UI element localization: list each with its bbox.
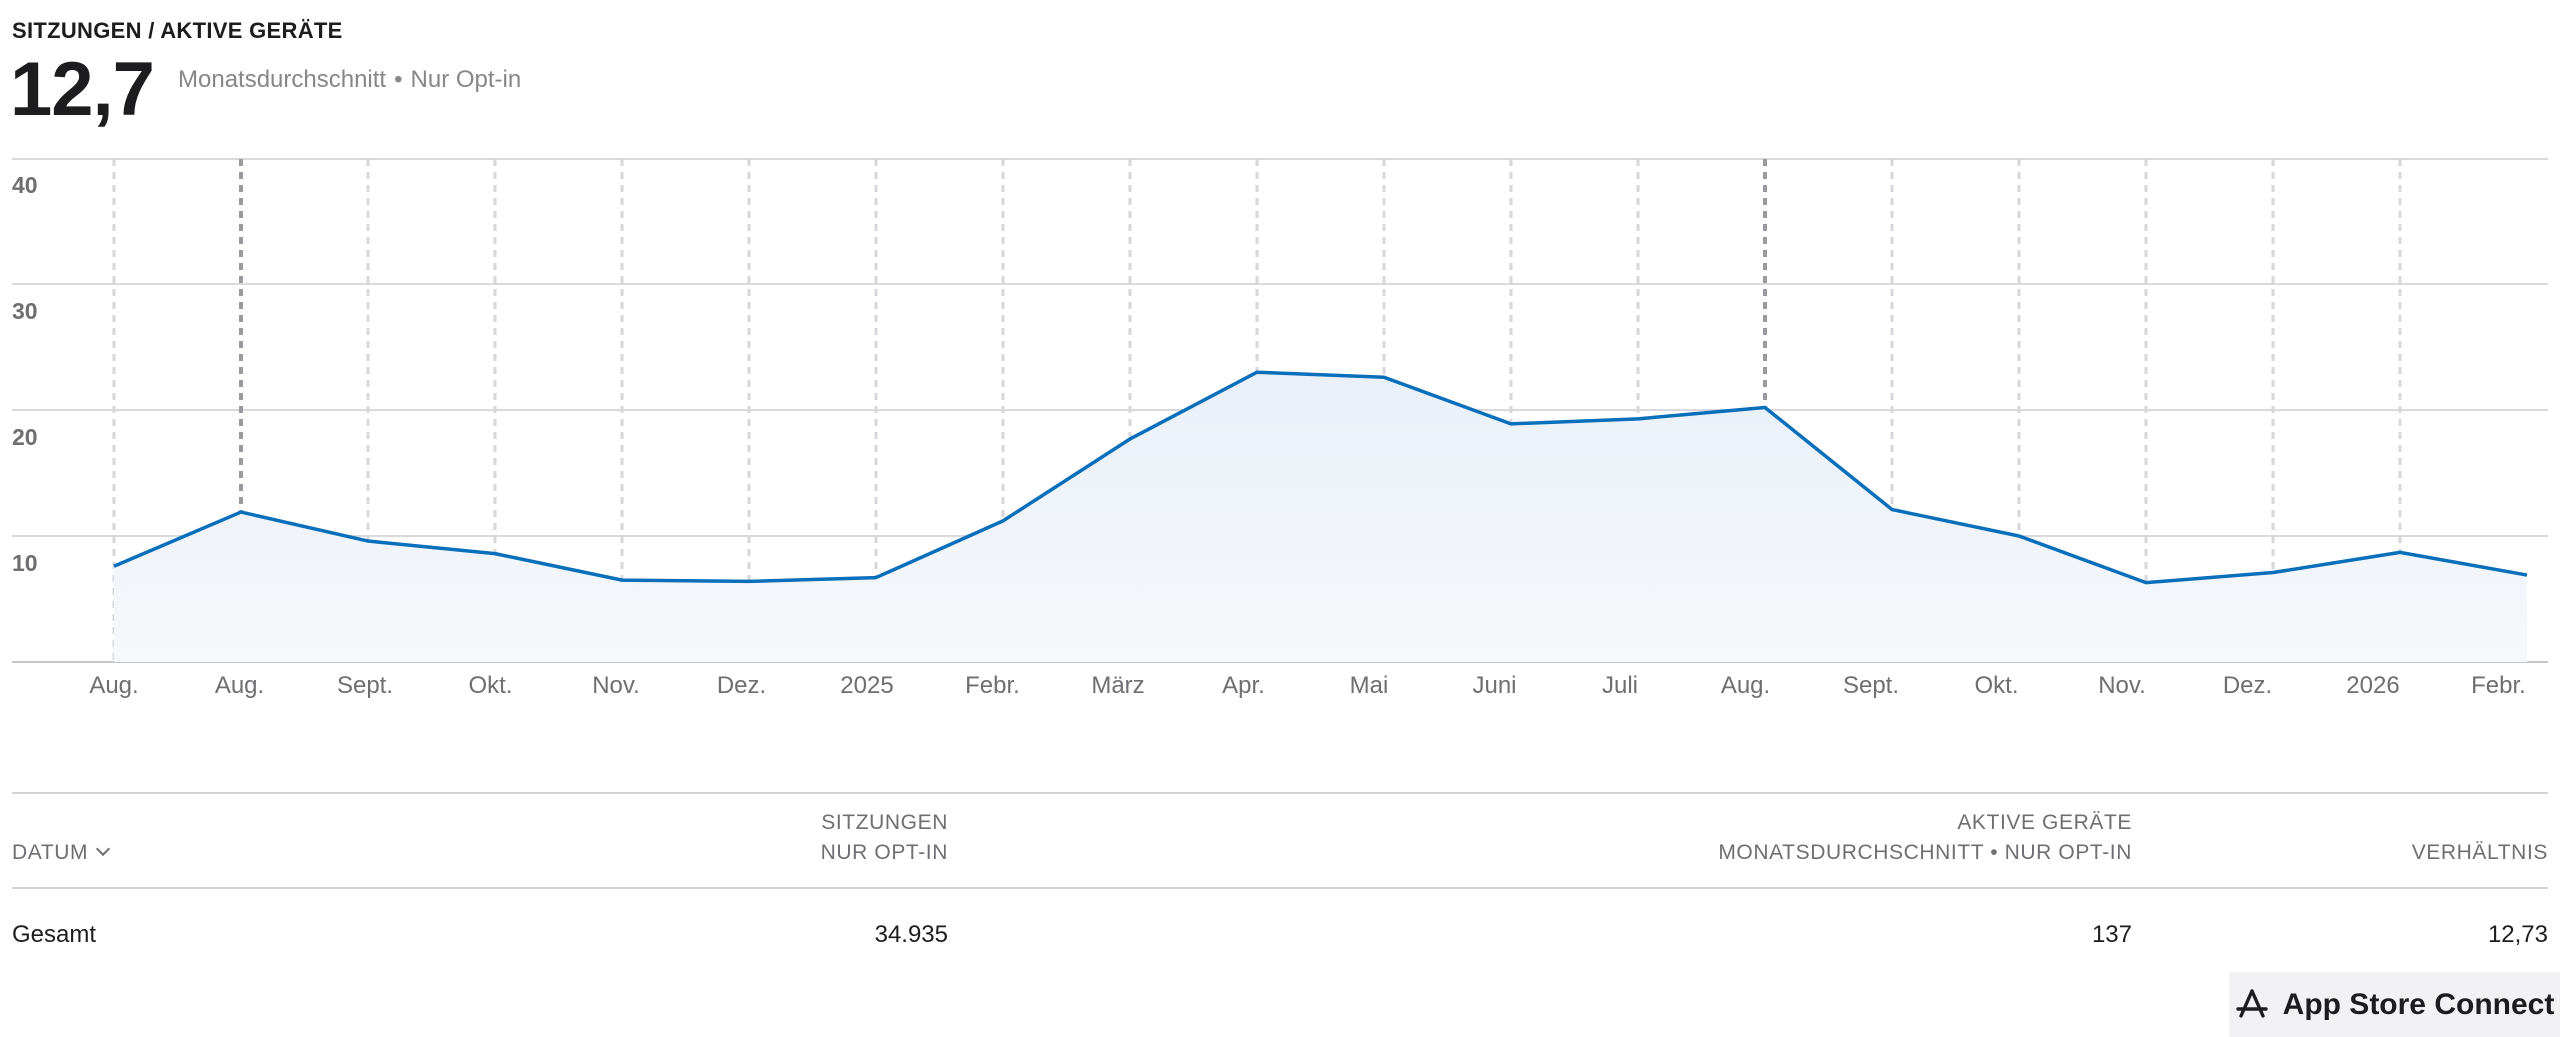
column-header-sessions[interactable]: SITZUNGEN NUR OPT-IN [600,808,948,868]
column-header-date-label: DATUM [12,841,89,864]
y-tick-label: 20 [12,424,38,450]
subtitle-opt-in: Nur Opt-in [410,66,522,93]
x-tick-label: Nov. [2098,672,2146,699]
x-tick-label: Okt. [1974,672,2018,699]
y-axis-ticks: 10 20 30 40 [12,172,38,576]
x-tick-label: 2026 [2346,672,2399,699]
x-tick-label: Nov. [592,672,640,699]
table-top-divider [12,792,2548,794]
line-chart: 10 20 30 40 Aug. Aug. Sept. Okt. Nov. Dez. 2025 Fe… [12,158,2548,699]
y-tick-label: 10 [12,550,38,576]
app-store-connect-badge[interactable]: App Store Connect [2229,972,2560,1037]
x-tick-label: Aug. [215,672,264,699]
x-tick-label: Juli [1602,672,1638,699]
y-tick-label: 30 [12,298,38,324]
series-line [113,370,2528,585]
column-header-sessions-line2: NUR OPT-IN [820,841,948,864]
app-store-icon [2235,988,2268,1018]
metric-label: SITZUNGEN / AKTIVE GERÄTE [12,18,343,43]
column-header-devices-line1: AKTIVE GERÄTE [1957,811,2132,834]
table-header-divider [12,887,2548,889]
metric-value: 12,7 [10,47,155,132]
x-tick-label: Febr. [965,672,1020,699]
x-tick-label: Aug. [89,672,138,699]
chevron-down-icon [96,841,111,857]
row-sessions: 34.935 [874,921,948,948]
x-tick-label: Dez. [717,672,766,699]
row-ratio: 12,73 [2487,921,2548,948]
x-tick-label: März [1091,672,1144,699]
x-tick-label: Sept. [337,672,393,699]
column-header-date[interactable]: DATUM [12,838,111,868]
column-header-ratio[interactable]: VERHÄLTNIS [2250,838,2548,868]
badge-label: App Store Connect [2282,987,2555,1021]
row-label: Gesamt [12,921,97,948]
x-tick-label: Dez. [2223,672,2272,699]
x-tick-label: Okt. [468,672,512,699]
x-tick-label: Sept. [1843,672,1899,699]
metric-subtitle: Monatsdurchschnitt • Nur Opt-in [178,66,521,94]
row-devices: 137 [2091,921,2132,948]
x-tick-label: Juni [1472,672,1516,699]
column-header-devices-line2: MONATSDURCHSCHNITT • NUR OPT-IN [1718,841,2132,864]
subtitle-average: Monatsdurchschnitt [178,66,387,93]
series-area [114,372,2527,662]
x-tick-label: Aug. [1721,672,1770,699]
x-tick-label: Febr. [2471,672,2526,699]
column-header-devices[interactable]: AKTIVE GERÄTE MONATSDURCHSCHNITT • NUR O… [1500,808,2132,868]
column-header-sessions-line1: SITZUNGEN [821,811,948,834]
x-tick-label: Apr. [1222,672,1265,699]
x-tick-label: 2025 [840,672,893,699]
x-tick-label: Mai [1350,672,1389,699]
column-header-ratio-label: VERHÄLTNIS [2411,841,2548,864]
x-axis-ticks: Aug. Aug. Sept. Okt. Nov. Dez. 2025 Febr. März Ap… [89,672,2526,699]
y-tick-label: 40 [12,172,38,198]
subtitle-separator: • [394,66,403,93]
